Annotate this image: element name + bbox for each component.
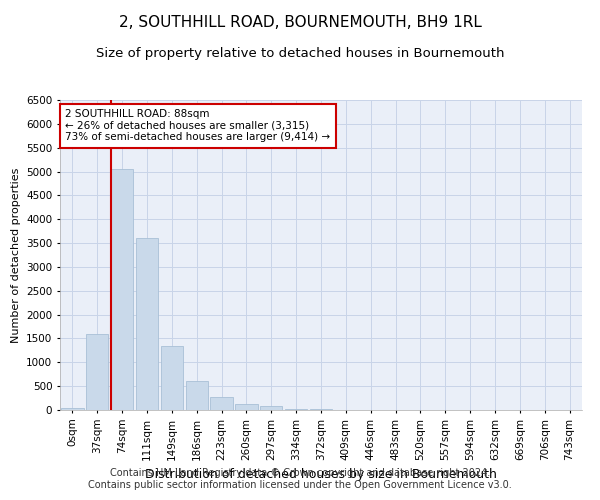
Bar bbox=[185, 382, 208, 410]
Bar bbox=[211, 397, 233, 410]
Text: 2 SOUTHHILL ROAD: 88sqm
← 26% of detached houses are smaller (3,315)
73% of semi: 2 SOUTHHILL ROAD: 88sqm ← 26% of detache… bbox=[65, 110, 331, 142]
Bar bbox=[285, 408, 307, 410]
Text: 2, SOUTHHILL ROAD, BOURNEMOUTH, BH9 1RL: 2, SOUTHHILL ROAD, BOURNEMOUTH, BH9 1RL bbox=[119, 15, 481, 30]
Bar bbox=[260, 406, 283, 410]
Bar bbox=[111, 169, 133, 410]
Bar bbox=[136, 238, 158, 410]
Bar bbox=[235, 404, 257, 410]
X-axis label: Distribution of detached houses by size in Bournemouth: Distribution of detached houses by size … bbox=[145, 468, 497, 481]
Text: Contains HM Land Registry data © Crown copyright and database right 2024.
Contai: Contains HM Land Registry data © Crown c… bbox=[88, 468, 512, 490]
Bar bbox=[61, 408, 83, 410]
Bar bbox=[161, 346, 183, 410]
Bar bbox=[86, 334, 109, 410]
Y-axis label: Number of detached properties: Number of detached properties bbox=[11, 168, 20, 342]
Text: Size of property relative to detached houses in Bournemouth: Size of property relative to detached ho… bbox=[96, 48, 504, 60]
